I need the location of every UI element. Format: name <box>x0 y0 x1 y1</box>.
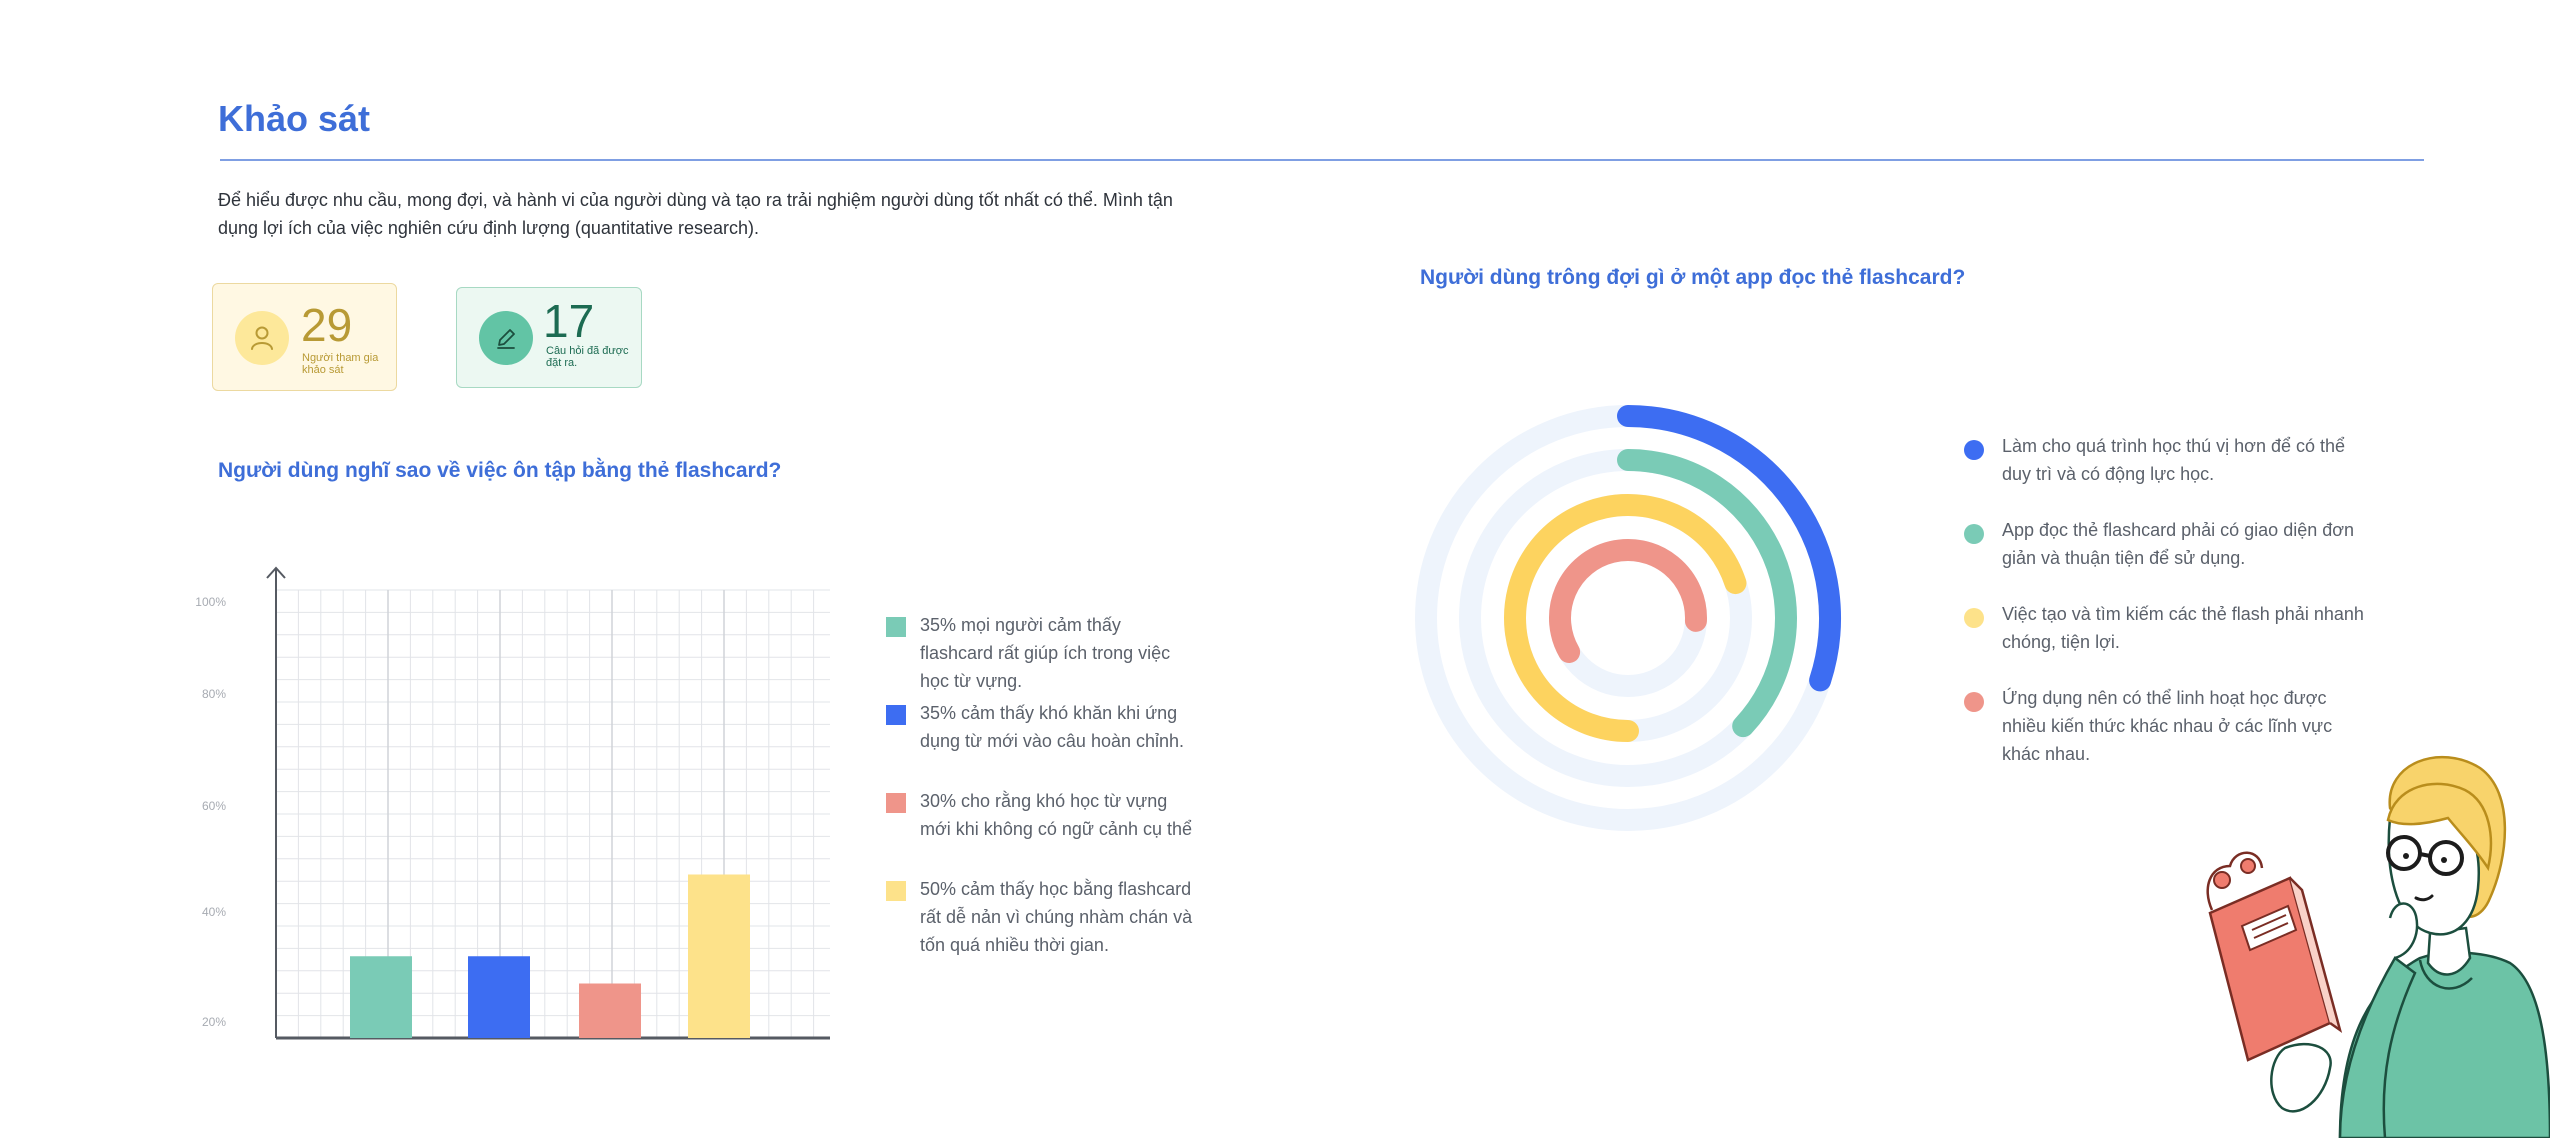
legend-dot-salmon <box>1964 692 1984 712</box>
intro-paragraph: Để hiểu được nhu cầu, mong đợi, và hành … <box>218 190 1173 238</box>
radial-arc <box>1549 539 1707 663</box>
y-tick-label: 80% <box>202 687 226 701</box>
radial-arc <box>1617 405 1841 692</box>
participants-stat-card: 29 Người tham gia khảo sát <box>212 283 397 391</box>
bar-legend-item: 50% cảm thấy học bằng flashcard rất dễ n… <box>886 875 1196 959</box>
bar-legend-item: 35% mọi người cảm thấy flashcard rất giú… <box>886 611 1196 695</box>
legend-swatch-blue <box>886 705 906 725</box>
radial-legend-item: Ứng dụng nên có thể linh hoạt học được n… <box>1964 684 2364 768</box>
bar-legend-label: 35% cảm thấy khó khăn khi ứng dụng từ mớ… <box>920 703 1185 751</box>
girl-reading-illustration <box>2206 755 2550 1138</box>
legend-swatch-salmon <box>886 793 906 813</box>
legend-dot-yellow <box>1964 608 1984 628</box>
radial-arc <box>1617 449 1797 738</box>
radial-legend-label: App đọc thẻ flashcard phải có giao diện … <box>2002 520 2355 568</box>
radial-chart <box>1415 405 1841 831</box>
y-tick-label: 40% <box>202 905 226 919</box>
legend-dot-blue <box>1964 440 1984 460</box>
legend-swatch-teal <box>886 617 906 637</box>
bar <box>350 956 412 1038</box>
bar-legend-item: 35% cảm thấy khó khăn khi ứng dụng từ mớ… <box>886 699 1196 755</box>
radial-arc <box>1504 494 1747 742</box>
participants-count: 29 <box>301 299 353 351</box>
y-tick-label: 100% <box>195 595 226 609</box>
y-axis-arrow <box>266 566 286 579</box>
bar-legend-item: 30% cho rằng khó học từ vựng mới khi khô… <box>886 787 1196 843</box>
legend-dot-teal <box>1964 524 1984 544</box>
bar-legend-label: 50% cảm thấy học bằng flashcard rất dễ n… <box>920 879 1193 955</box>
user-icon <box>235 311 289 365</box>
radial-legend-item: App đọc thẻ flashcard phải có giao diện … <box>1964 516 2364 572</box>
radial-legend-item: Làm cho quá trình học thú vị hơn để có t… <box>1964 432 2364 488</box>
title-divider <box>220 159 2424 161</box>
chart-grid <box>276 589 830 1038</box>
radial-legend-label: Ứng dụng nên có thể linh hoạt học được n… <box>2002 688 2333 764</box>
radial-legend-label: Làm cho quá trình học thú vị hơn để có t… <box>2002 436 2346 484</box>
bar-legend-label: 30% cho rằng khó học từ vựng mới khi khô… <box>920 791 1193 839</box>
radial-chart-title: Người dùng trông đợi gì ở một app đọc th… <box>1420 266 1966 289</box>
radial-legend-item: Việc tạo và tìm kiếm các thẻ flash phải … <box>1964 600 2364 656</box>
questions-label: Câu hỏi đã được đặt ra. <box>546 345 629 369</box>
bar <box>688 874 750 1038</box>
bar-chart: 100% 80% 60% 40% 20% <box>195 566 830 1040</box>
bar-legend-label: 35% mọi người cảm thấy flashcard rất giú… <box>920 615 1171 691</box>
bar-chart-title: Người dùng nghĩ sao về việc ôn tập bằng … <box>218 459 782 482</box>
bar <box>468 956 530 1038</box>
bar <box>579 983 641 1038</box>
y-tick-label: 20% <box>202 1015 226 1029</box>
questions-stat-card: 17 Câu hỏi đã được đặt ra. <box>456 287 642 388</box>
y-tick-label: 60% <box>202 799 226 813</box>
pencil-icon <box>479 311 533 365</box>
participants-label: Người tham gia khảo sát <box>302 352 379 376</box>
radial-legend-label: Việc tạo và tìm kiếm các thẻ flash phải … <box>2002 604 2364 652</box>
page-title: Khảo sát <box>218 98 371 139</box>
legend-swatch-yellow <box>886 881 906 901</box>
questions-count: 17 <box>543 295 595 347</box>
